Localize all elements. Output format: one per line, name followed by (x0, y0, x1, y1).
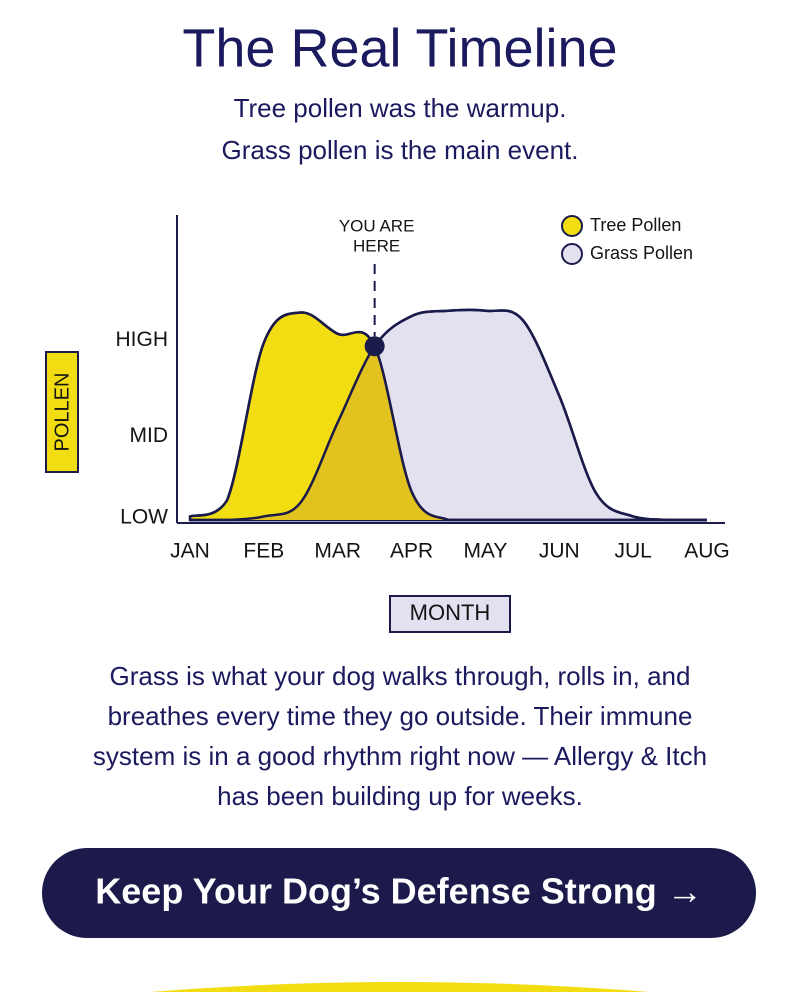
curve (189, 311, 707, 522)
y-tick-label: LOW (120, 506, 168, 529)
x-tick-label: AUG (684, 540, 730, 563)
body-text: system is in a good rhythm right now — A… (93, 741, 707, 771)
body-text: Grass is what your dog walks through, ro… (110, 661, 691, 691)
x-tick-label: APR (390, 540, 433, 563)
x-axis-label: MONTH (410, 600, 491, 625)
chart: LOW MID HIGH JAN FEB MAR APR MAY JUN JUL AUG YOU AR… (45, 215, 730, 633)
cta-button[interactable]: Keep Your Dog’s Defense Strong → (42, 848, 756, 938)
button-label[interactable]: Keep Your Dog’s Defense Strong → (95, 871, 702, 912)
annotation-dot (364, 336, 385, 357)
subtitle: Tree pollen was the warmup. (234, 93, 567, 123)
annotation: YOU ARE (339, 216, 415, 235)
curve (190, 308, 707, 522)
y-tick-label: MID (130, 424, 169, 447)
legend-swatch (561, 243, 583, 265)
x-tick-label: JAN (170, 540, 210, 563)
y-label-box (45, 351, 79, 473)
y-axis-label: POLLEN (51, 373, 73, 452)
decor-arc (150, 982, 650, 992)
button-bg[interactable] (42, 848, 756, 938)
x-tick-label: JUN (539, 540, 580, 563)
x-tick-label: FEB (243, 540, 284, 563)
legend-label: Grass Pollen (590, 243, 693, 263)
body-text: breathes every time they go outside. The… (108, 701, 693, 731)
y-tick-label: HIGH (116, 328, 169, 351)
legend-swatch (561, 215, 583, 237)
x-tick-label: JUL (614, 540, 651, 563)
legend-label: Tree Pollen (590, 215, 681, 235)
subtitle: Grass pollen is the main event. (222, 135, 579, 165)
annotation: HERE (353, 236, 400, 255)
x-tick-label: MAR (314, 540, 361, 563)
x-tick-label: MAY (463, 540, 507, 563)
x-label-box (389, 595, 511, 633)
body-text: has been building up for weeks. (217, 781, 583, 811)
title: The Real Timeline (182, 18, 617, 78)
